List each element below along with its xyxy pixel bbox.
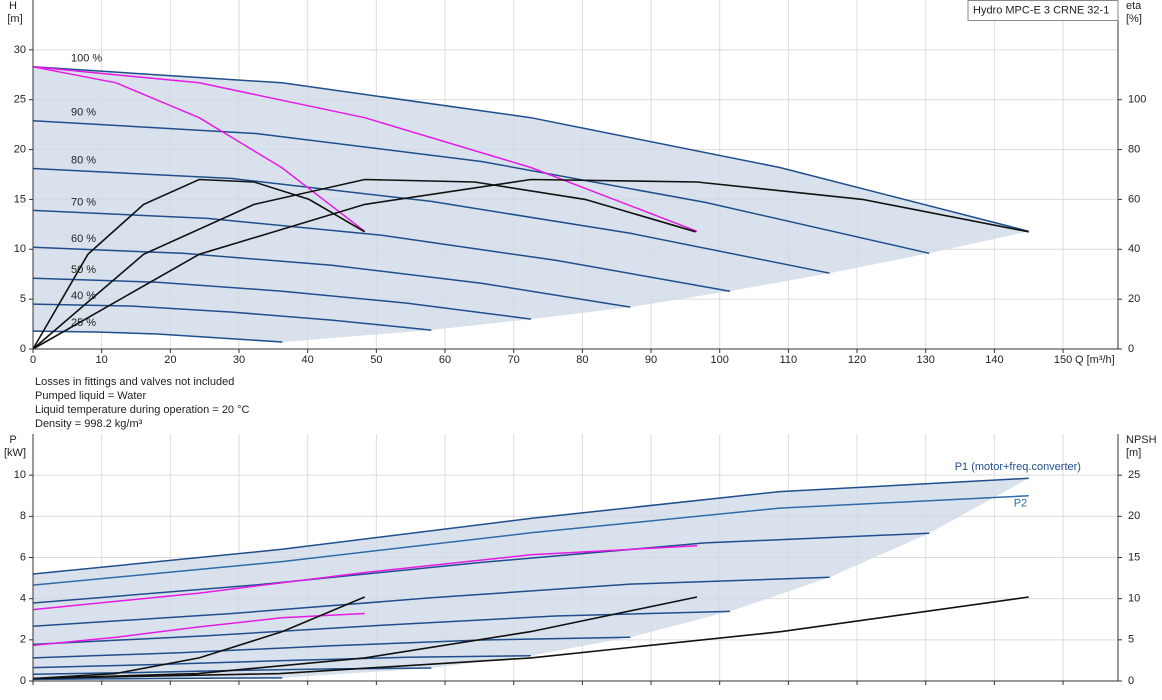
y2-tick-label: 100 <box>1128 94 1146 106</box>
y2-tick-label: 0 <box>1128 675 1134 687</box>
curve-label: 25 % <box>71 317 96 329</box>
curve-label: 90 % <box>71 107 96 119</box>
x-tick-label: 50 <box>370 354 382 366</box>
y-tick-label: 10 <box>14 243 26 255</box>
curve-label: 40 % <box>71 290 96 302</box>
x-tick-label: 140 <box>985 354 1003 366</box>
y2-tick-label: 0 <box>1128 343 1134 355</box>
y-axis-label: H <box>9 0 17 12</box>
x-tick-label: 70 <box>508 354 520 366</box>
curve <box>32 277 531 320</box>
y-tick-label: 25 <box>14 94 26 106</box>
y2-tick-label: 80 <box>1128 143 1140 155</box>
y2-tick-label: 10 <box>1128 593 1140 605</box>
x-tick-label: 110 <box>780 354 798 366</box>
curve <box>32 596 1029 680</box>
y2-tick-label: 20 <box>1128 293 1140 305</box>
y2-tick-label: 25 <box>1128 469 1140 481</box>
x-tick-label: 10 <box>96 354 108 366</box>
curve <box>32 178 1029 350</box>
y-tick-label: 5 <box>20 293 26 305</box>
y-tick-label: 10 <box>14 469 26 481</box>
x-tick-label: 60 <box>439 354 451 366</box>
y-tick-label: 30 <box>14 44 26 56</box>
curve <box>32 303 432 331</box>
curve <box>32 477 1029 575</box>
curve <box>32 576 830 627</box>
curve <box>32 178 696 350</box>
x-tick-label: 150 <box>1054 354 1072 366</box>
curve <box>32 119 930 255</box>
y2-tick-label: 40 <box>1128 243 1140 255</box>
curve-label: 70 % <box>71 196 96 208</box>
operating-area <box>33 478 1029 680</box>
curve <box>32 636 631 659</box>
curve <box>32 66 366 232</box>
curve <box>32 66 698 233</box>
y2-tick-label: 20 <box>1128 510 1140 522</box>
x-tick-label: 20 <box>164 354 176 366</box>
x-tick-label: 120 <box>848 354 866 366</box>
curve <box>32 209 731 292</box>
x-tick-label: 0 <box>30 354 36 366</box>
curve-label: P1 (motor+freq.converter) <box>955 461 1081 473</box>
operating-area <box>33 66 1029 343</box>
y2-axis-label: NPSH <box>1126 434 1157 446</box>
y2-axis-unit: [%] <box>1126 13 1142 25</box>
curve <box>32 654 531 669</box>
note: Pumped liquid = Water <box>35 390 147 402</box>
curve <box>32 167 830 274</box>
curve <box>32 532 930 604</box>
curve <box>32 596 698 680</box>
curve <box>32 677 283 681</box>
curve-label: 80 % <box>71 154 96 166</box>
note: Losses in fittings and valves not includ… <box>35 376 234 388</box>
curve-label: 50 % <box>71 264 96 276</box>
note: Density = 998.2 kg/m³ <box>35 418 143 430</box>
y-axis-unit: [kW] <box>4 447 26 459</box>
x-tick-label: 80 <box>576 354 588 366</box>
curve-label: 100 % <box>71 53 102 65</box>
y-axis-unit: [m] <box>7 13 22 25</box>
y-axis-label: P <box>9 434 16 446</box>
x-tick-label: 40 <box>302 354 314 366</box>
y2-tick-label: 15 <box>1128 551 1140 563</box>
x-tick-label: 90 <box>645 354 657 366</box>
curve <box>32 330 283 343</box>
curve <box>32 596 366 680</box>
y-tick-label: 2 <box>20 634 26 646</box>
y2-tick-label: 5 <box>1128 634 1134 646</box>
y-tick-label: 15 <box>14 193 26 205</box>
title-box <box>967 0 1119 21</box>
curve <box>32 178 366 350</box>
y2-axis-label: eta <box>1126 0 1142 12</box>
curve <box>32 545 698 611</box>
curve <box>32 246 631 308</box>
curve <box>32 612 365 647</box>
x-tick-label: 130 <box>917 354 935 366</box>
curve <box>32 66 1029 233</box>
note: Liquid temperature during operation = 20… <box>35 404 250 416</box>
curve-label: P2 <box>1014 498 1027 510</box>
y2-tick-label: 60 <box>1128 193 1140 205</box>
x-axis-label: Q [m³/h] <box>1075 354 1115 366</box>
chart-title: Hydro MPC-E 3 CRNE 32-1 <box>973 4 1109 16</box>
y-tick-label: 0 <box>20 343 26 355</box>
curve <box>32 495 1029 586</box>
y-tick-label: 6 <box>20 551 26 563</box>
y-tick-label: 8 <box>20 510 26 522</box>
curve-label: 60 % <box>71 233 96 245</box>
y2-axis-unit: [m] <box>1126 447 1141 459</box>
y-tick-label: 4 <box>20 593 26 605</box>
x-tick-label: 100 <box>711 354 729 366</box>
y-tick-label: 0 <box>20 675 26 687</box>
x-tick-label: 30 <box>233 354 245 366</box>
y-tick-label: 20 <box>14 143 26 155</box>
